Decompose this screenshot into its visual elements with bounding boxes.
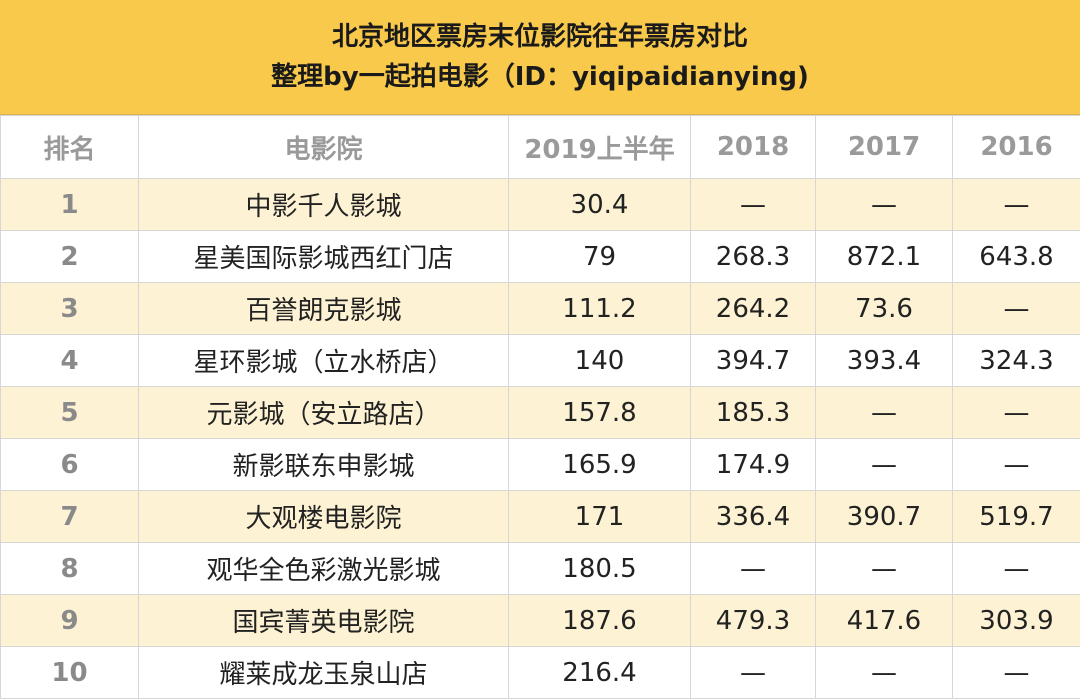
table-cell: — (815, 386, 953, 439)
rank-cell: 1 (0, 178, 139, 231)
column-header: 2018 (690, 115, 816, 179)
table-cell: 73.6 (815, 282, 953, 335)
table-cell: 111.2 (508, 282, 691, 335)
table-row: 4 星环影城（立水桥店） 140 394.7 393.4 324.3 (0, 334, 1080, 387)
table-cell: 165.9 (508, 438, 691, 491)
table-cell: 268.3 (690, 230, 816, 283)
column-header: 2016 (952, 115, 1080, 179)
table-cell: 264.2 (690, 282, 816, 335)
table-cell: 390.7 (815, 490, 953, 543)
table-cell: 643.8 (952, 230, 1080, 283)
table-cell: 174.9 (690, 438, 816, 491)
column-header: 电影院 (138, 115, 509, 179)
table-cell: — (815, 646, 953, 699)
table-cell: 元影城（安立路店） (138, 386, 509, 439)
table-cell: 星美国际影城西红门店 (138, 230, 509, 283)
table-cell: — (952, 438, 1080, 491)
table-row: 9 国宾菁英电影院 187.6 479.3 417.6 303.9 (0, 594, 1080, 647)
rank-cell: 3 (0, 282, 139, 335)
table-cell: 216.4 (508, 646, 691, 699)
table-cell: 324.3 (952, 334, 1080, 387)
table-cell: — (815, 178, 953, 231)
rank-cell: 5 (0, 386, 139, 439)
rank-cell: 2 (0, 230, 139, 283)
table-cell: — (952, 386, 1080, 439)
subtitle: 整理by一起拍电影（ID：yiqipaidianying) (271, 62, 809, 92)
table-cell: — (690, 178, 816, 231)
table-cell: — (952, 178, 1080, 231)
table-cell: — (815, 438, 953, 491)
table-cell: 171 (508, 490, 691, 543)
table-cell: 394.7 (690, 334, 816, 387)
table-cell: 中影千人影城 (138, 178, 509, 231)
table-cell: 872.1 (815, 230, 953, 283)
table-cell: 180.5 (508, 542, 691, 595)
table-cell: 479.3 (690, 594, 816, 647)
column-header: 2017 (815, 115, 953, 179)
table-row: 6 新影联东申影城 165.9 174.9— — (0, 438, 1080, 491)
table-cell: 336.4 (690, 490, 816, 543)
table-cell: — (690, 646, 816, 699)
table-cell: 303.9 (952, 594, 1080, 647)
table-cell: 79 (508, 230, 691, 283)
table-cell: 星环影城（立水桥店） (138, 334, 509, 387)
table-cell: 观华全色彩激光影城 (138, 542, 509, 595)
table-cell: — (952, 646, 1080, 699)
table-row: 8 观华全色彩激光影城 180.5— — — (0, 542, 1080, 595)
table-row: 1 中影千人影城 30.4— — — (0, 178, 1080, 231)
rank-cell: 8 (0, 542, 139, 595)
table-cell: 百誉朗克影城 (138, 282, 509, 335)
table-cell: 187.6 (508, 594, 691, 647)
table-row: 5 元影城（安立路店） 157.8 185.3— — (0, 386, 1080, 439)
table-row: 7 大观楼电影院 171 336.4 390.7 519.7 (0, 490, 1080, 543)
table-cell: 157.8 (508, 386, 691, 439)
table-row: 2 星美国际影城西红门店 79 268.3 872.1 643.8 (0, 230, 1080, 283)
rank-cell: 6 (0, 438, 139, 491)
column-header: 排名 (0, 115, 139, 179)
table-cell: — (815, 542, 953, 595)
header-row: 排名 电影院 2019上半年 2018 2017 2016 (0, 115, 1080, 179)
rank-cell: 9 (0, 594, 139, 647)
table: 排名 电影院 2019上半年 2018 2017 2016 1 中影千人影城 30.4— — —2 星… (0, 115, 1080, 699)
title: 北京地区票房末位影院往年票房对比 (331, 22, 748, 52)
table-cell: — (690, 542, 816, 595)
title-band: 北京地区票房末位影院往年票房对比 整理by一起拍电影（ID：yiqipaidia… (0, 0, 1080, 115)
table-cell: 140 (508, 334, 691, 387)
table-cell: 519.7 (952, 490, 1080, 543)
rank-cell: 7 (0, 490, 139, 543)
table-cell: 国宾菁英电影院 (138, 594, 509, 647)
table-cell: 耀莱成龙玉泉山店 (138, 646, 509, 699)
table-row: 10 耀莱成龙玉泉山店 216.4— — — (0, 646, 1080, 699)
column-header: 2019上半年 (508, 115, 691, 179)
table-cell: 30.4 (508, 178, 691, 231)
rank-cell: 10 (0, 646, 139, 699)
table-cell: 417.6 (815, 594, 953, 647)
table-cell: 大观楼电影院 (138, 490, 509, 543)
table-cell: — (952, 542, 1080, 595)
table-row: 3 百誉朗克影城 111.2 264.2 73.6— (0, 282, 1080, 335)
table-cell: 393.4 (815, 334, 953, 387)
table-cell: 185.3 (690, 386, 816, 439)
table-cell: 新影联东申影城 (138, 438, 509, 491)
table-cell: — (952, 282, 1080, 335)
rank-cell: 4 (0, 334, 139, 387)
